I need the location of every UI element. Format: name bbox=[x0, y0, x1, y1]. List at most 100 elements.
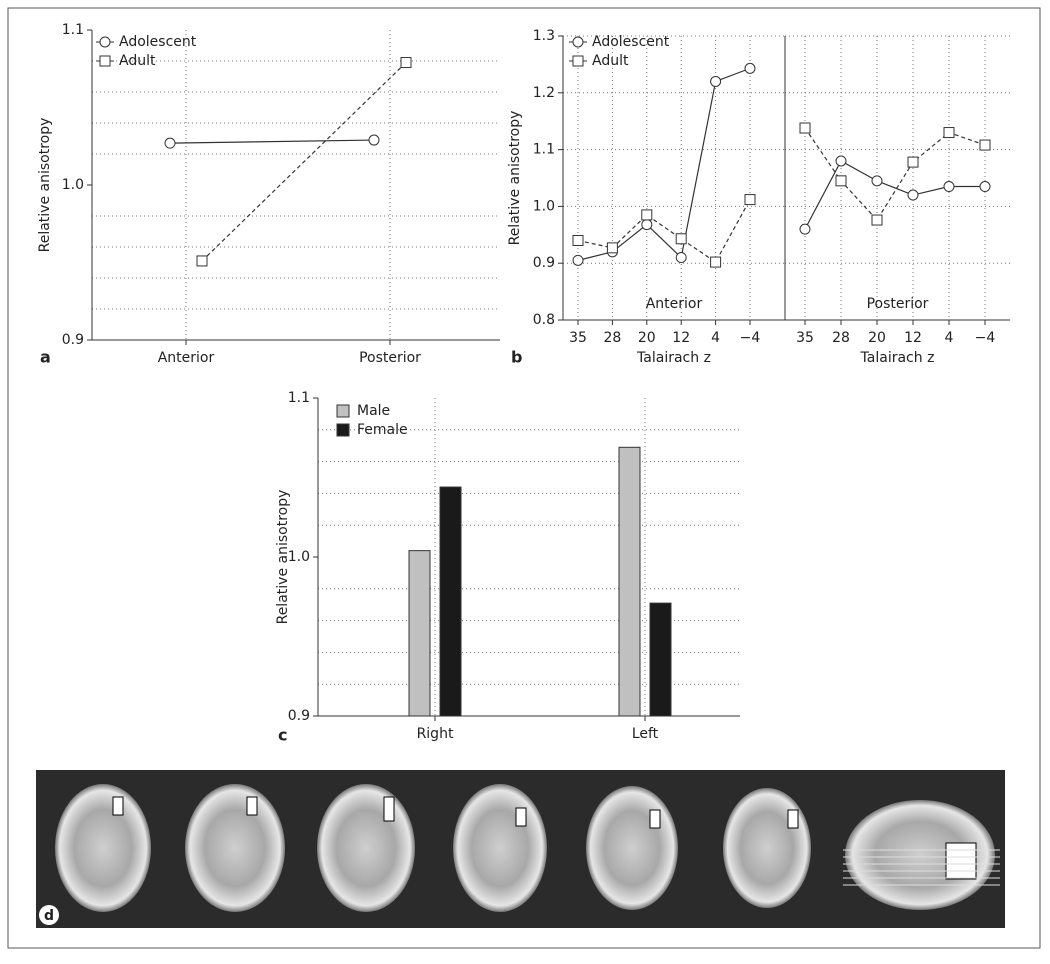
marker bbox=[979, 181, 991, 193]
marker bbox=[710, 256, 722, 268]
x-tick-label: 12 bbox=[672, 330, 690, 346]
brain-slice bbox=[317, 784, 415, 912]
x-tick-label: −4 bbox=[740, 330, 761, 346]
x-axis-label: Talairach z bbox=[860, 350, 935, 366]
annotation: Anterior bbox=[646, 296, 703, 312]
marker bbox=[799, 122, 811, 134]
y-tick-label: 0.9 bbox=[62, 332, 84, 348]
marker bbox=[979, 139, 991, 151]
bar bbox=[439, 486, 462, 717]
legend-swatch bbox=[336, 423, 350, 437]
marker bbox=[572, 254, 584, 266]
marker bbox=[641, 219, 653, 231]
y-tick-label: 0.9 bbox=[533, 255, 555, 271]
marker bbox=[675, 233, 687, 245]
x-tick-label: Anterior bbox=[158, 350, 215, 366]
legend-marker bbox=[572, 36, 584, 48]
marker bbox=[907, 156, 919, 168]
brain-panel: d bbox=[36, 770, 1005, 928]
panel-label-badge bbox=[39, 905, 59, 925]
legend-label: Adult bbox=[592, 53, 629, 69]
brain-slice bbox=[453, 784, 547, 912]
bar bbox=[618, 446, 641, 717]
y-tick-label: 1.0 bbox=[533, 198, 555, 214]
y-tick-label: 1.1 bbox=[288, 390, 310, 406]
marker bbox=[943, 181, 955, 193]
marker bbox=[871, 214, 883, 226]
x-tick-label: 35 bbox=[796, 330, 814, 346]
y-tick-label: 1.1 bbox=[62, 22, 84, 38]
x-tick-label: −4 bbox=[975, 330, 996, 346]
y-axis-label: Relative anisotropy bbox=[275, 490, 291, 625]
x-tick-label: Posterior bbox=[359, 350, 421, 366]
x-tick-label: 28 bbox=[603, 330, 621, 346]
legend-swatch bbox=[336, 404, 350, 418]
marker bbox=[641, 209, 653, 221]
roi-markers bbox=[112, 796, 977, 880]
marker bbox=[943, 127, 955, 139]
brain-slice bbox=[185, 784, 285, 912]
marker bbox=[368, 134, 380, 146]
marker bbox=[907, 189, 919, 201]
marker bbox=[400, 57, 412, 69]
brain-slice bbox=[55, 784, 151, 912]
y-tick-label: 1.0 bbox=[62, 177, 84, 193]
x-tick-label: 20 bbox=[868, 330, 886, 346]
marker bbox=[835, 155, 847, 167]
x-axis-label: Talairach z bbox=[636, 350, 711, 366]
legend-label: Adult bbox=[119, 53, 156, 69]
series-line bbox=[577, 199, 751, 263]
y-axis-label: Relative anisotropy bbox=[37, 118, 53, 253]
marker bbox=[744, 194, 756, 206]
x-tick-label: 12 bbox=[904, 330, 922, 346]
marker bbox=[744, 62, 756, 74]
bar bbox=[649, 602, 672, 717]
series-line bbox=[201, 62, 407, 262]
brain-slice bbox=[723, 788, 811, 908]
marker bbox=[871, 175, 883, 187]
legend-label: Male bbox=[357, 403, 390, 419]
series-line bbox=[169, 139, 375, 144]
brain-sagittal bbox=[845, 800, 995, 910]
series-line bbox=[804, 127, 986, 222]
figure-frame bbox=[7, 7, 1041, 949]
legend-label: Female bbox=[357, 422, 408, 438]
legend-marker bbox=[99, 55, 111, 67]
y-axis-label: Relative anisotropy bbox=[507, 111, 523, 246]
y-tick-label: 1.0 bbox=[288, 549, 310, 565]
marker bbox=[572, 234, 584, 246]
x-tick-label: 4 bbox=[945, 330, 954, 346]
y-tick-label: 0.8 bbox=[533, 312, 555, 328]
marker bbox=[799, 223, 811, 235]
x-tick-label: Right bbox=[417, 726, 454, 742]
legend-label: Adolescent bbox=[592, 34, 670, 50]
y-tick-label: 0.9 bbox=[288, 708, 310, 724]
x-tick-label: 28 bbox=[832, 330, 850, 346]
y-tick-label: 1.3 bbox=[533, 28, 555, 44]
brain-slice bbox=[586, 786, 678, 910]
bar bbox=[408, 550, 431, 717]
y-tick-label: 1.1 bbox=[533, 142, 555, 158]
x-tick-label: 4 bbox=[711, 330, 720, 346]
series-line bbox=[804, 160, 985, 230]
annotation: Posterior bbox=[867, 296, 929, 312]
marker bbox=[164, 137, 176, 149]
marker bbox=[835, 175, 847, 187]
panel-label: d bbox=[44, 908, 54, 924]
x-tick-label: Left bbox=[632, 726, 659, 742]
marker bbox=[675, 252, 687, 264]
x-tick-label: 35 bbox=[569, 330, 587, 346]
marker bbox=[606, 242, 618, 254]
legend-marker bbox=[99, 36, 111, 48]
panel-label: a bbox=[40, 348, 51, 367]
panel-label: c bbox=[278, 726, 287, 745]
marker bbox=[196, 255, 208, 267]
x-tick-label: 20 bbox=[638, 330, 656, 346]
y-tick-label: 1.2 bbox=[533, 85, 555, 101]
marker bbox=[710, 75, 722, 87]
legend-marker bbox=[572, 55, 584, 67]
legend-label: Adolescent bbox=[119, 34, 197, 50]
series-line bbox=[577, 67, 751, 261]
slice-lines bbox=[843, 849, 1000, 886]
